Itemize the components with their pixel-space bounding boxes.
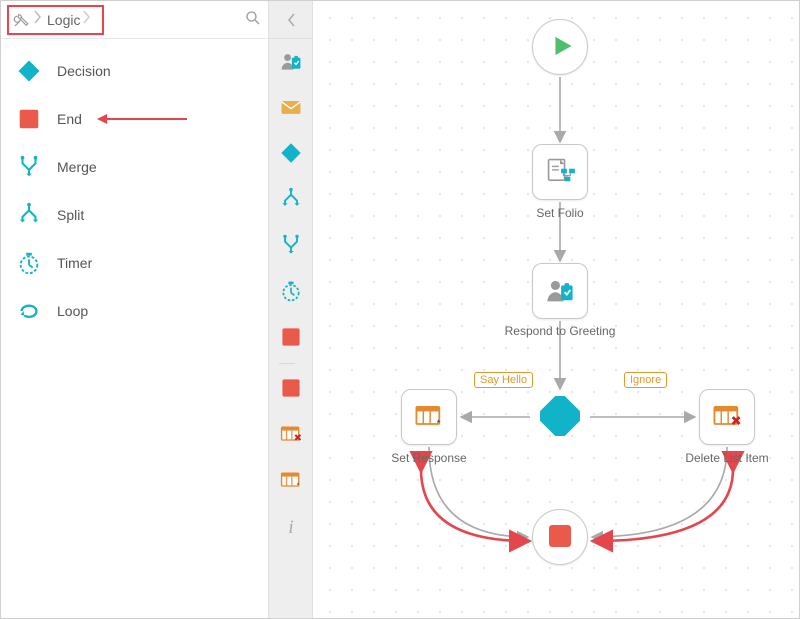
user-clipboard-icon [279,49,303,76]
icon-rail [269,1,313,618]
tool-label: Loop [57,303,88,319]
table-edit-icon [279,468,303,495]
square-red-big-icon [544,520,576,555]
node-delitem[interactable] [699,389,755,445]
square-red-icon [279,325,303,352]
left-panel: Logic Decision End Merge Split Timer Loop [1,1,269,618]
annotation-arrow [97,114,187,124]
rail-item-end-r[interactable] [279,315,303,361]
edge-label: Ignore [624,372,667,388]
chevron-right-icon [82,10,92,29]
table-delete-icon [279,422,303,449]
diamond-teal-icon [15,57,43,85]
rail-item-timer-r[interactable] [279,269,303,315]
merge-teal-icon [15,153,43,181]
search-icon[interactable] [244,9,262,30]
tool-item-end[interactable]: End [1,95,268,143]
tool-item-split[interactable]: Split [1,191,268,239]
node-decision[interactable] [532,389,588,445]
app-root: Logic Decision End Merge Split Timer Loop Set… [0,0,800,619]
timer-teal-icon [15,249,43,277]
info-i-icon [279,514,303,541]
rail-item-table-x[interactable] [279,412,303,458]
rail-item-table-edit[interactable] [279,458,303,504]
tools-icon [11,10,31,30]
chevron-right-icon [33,10,43,29]
breadcrumb-label[interactable]: Logic [47,12,80,28]
breadcrumb-highlight: Logic [7,5,104,35]
rail-item-end-r2[interactable] [279,366,303,412]
play-green-icon [544,30,576,65]
user-clipboard-icon [544,274,576,309]
timer-teal-icon [279,279,303,306]
split-teal-icon [279,187,303,214]
node-setresp[interactable] [401,389,457,445]
node-label-delitem: Delete List Item [667,451,787,465]
node-start[interactable] [532,19,588,75]
edge-label: Say Hello [474,372,533,388]
node-label-setresp: Set Response [369,451,489,465]
loop-teal-icon [15,297,43,325]
rail-item-user-task[interactable] [279,39,303,85]
rail-item-split-r[interactable] [279,177,303,223]
rail-item-mail[interactable] [279,85,303,131]
merge-teal-icon [279,233,303,260]
node-label-respond: Respond to Greeting [500,324,620,338]
table-edit-icon [413,400,445,435]
workflow-canvas[interactable]: Set Folio Respond to Greeting Set Response… [313,1,799,618]
tool-label: Split [57,207,84,223]
split-teal-icon [15,201,43,229]
tool-label: Timer [57,255,92,271]
node-respond[interactable] [532,263,588,319]
envelope-icon [279,95,303,122]
rail-item-info[interactable] [279,504,303,550]
rail-item-merge-r[interactable] [279,223,303,269]
folio-doc-icon [544,155,576,190]
tool-item-merge[interactable]: Merge [1,143,268,191]
tool-label: End [57,111,82,127]
square-red-icon [15,105,43,133]
rail-item-decision-r[interactable] [279,131,303,177]
square-red-icon [279,376,303,403]
tool-label: Merge [57,159,97,175]
breadcrumb-bar: Logic [1,1,268,39]
tool-item-decision[interactable]: Decision [1,47,268,95]
collapse-panel-icon[interactable] [269,1,312,39]
rail-divider [279,363,296,364]
node-end[interactable] [532,509,588,565]
tool-list: Decision End Merge Split Timer Loop [1,39,268,343]
diamond-teal-big-icon [540,396,580,439]
diamond-teal-icon [279,141,303,168]
node-setfolio[interactable] [532,144,588,200]
tool-label: Decision [57,63,111,79]
tool-item-timer[interactable]: Timer [1,239,268,287]
tool-item-loop[interactable]: Loop [1,287,268,335]
node-label-setfolio: Set Folio [500,206,620,220]
table-delete-icon [711,400,743,435]
